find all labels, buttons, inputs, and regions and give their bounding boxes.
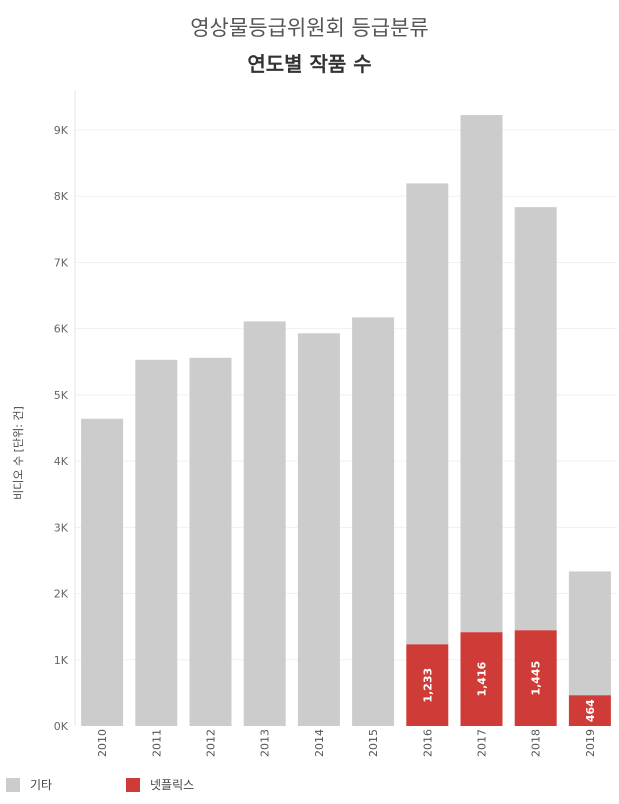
bar-other [135,359,178,726]
x-tick-label: 2015 [367,729,380,757]
bar-other [406,183,449,645]
y-tick-label: 6K [54,323,69,336]
bar-other [568,571,611,696]
y-axis-title: 비디오 수 [단위: 건] [12,406,25,500]
y-tick-label: 7K [54,256,69,269]
bar-other [243,321,286,726]
y-tick-label: 5K [54,389,69,402]
data-label: 464 [584,699,597,722]
y-tick-label: 4K [54,455,69,468]
x-tick-label: 2019 [584,729,597,757]
x-tick-label: 2017 [476,729,489,757]
legend-swatch-netflix [126,777,140,792]
y-tick-label: 2K [54,588,69,601]
bar-other [189,357,232,726]
x-tick-label: 2011 [150,729,163,757]
bar-netflix [514,630,557,726]
bar-netflix [568,695,611,726]
bar-other [460,115,503,633]
chart-subtitle: 연도별 작품 수 [247,52,372,76]
x-tick-label: 2018 [530,729,543,757]
y-tick-label: 3K [54,521,69,534]
bar-netflix [460,632,503,726]
data-label: 1,233 [421,668,434,703]
legend-label-netflix: 넷플릭스 [150,778,195,792]
legend-label-other: 기타 [30,778,53,792]
y-tick-label: 9K [54,124,69,137]
x-tick-label: 2016 [421,729,434,757]
bar-other [514,207,557,631]
legend-swatch-other [6,777,20,792]
y-tick-label: 8K [54,190,69,203]
y-tick-label: 0K [54,720,69,733]
legend-item-netflix[interactable]: 넷플릭스 [126,776,194,793]
x-tick-label: 2014 [313,729,326,757]
legend-item-other[interactable]: 기타 [6,776,52,793]
y-tick-label: 1K [54,654,69,667]
bar-other [352,317,395,726]
x-tick-label: 2010 [96,729,109,757]
data-label: 1,416 [476,661,489,696]
bar-other [297,333,340,726]
bar-netflix [406,644,449,726]
x-tick-label: 2012 [205,729,218,757]
chart-title: 영상물등급위원회 등급분류 [190,16,429,40]
x-tick-label: 2013 [259,729,272,757]
data-label: 1,445 [530,661,543,696]
bar-other [81,418,124,726]
